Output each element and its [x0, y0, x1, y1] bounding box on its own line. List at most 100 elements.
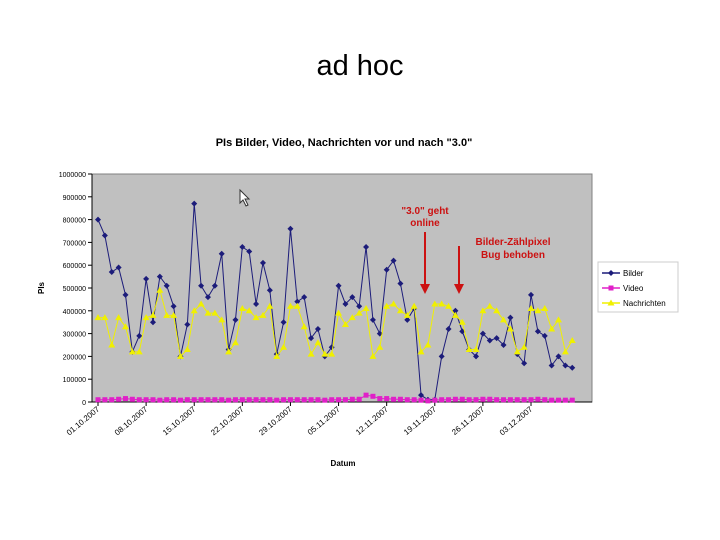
- data-point-video: [432, 397, 438, 403]
- data-point-nachrichten: [561, 348, 569, 355]
- data-point-video: [198, 397, 204, 403]
- plot-area: [91, 173, 593, 403]
- data-point-nachrichten: [183, 346, 191, 353]
- annotation-arrowhead-1: [420, 284, 430, 294]
- data-point-video: [356, 396, 362, 402]
- annotation-bug-fixed-line1: Bilder-Zählpixel: [475, 237, 550, 248]
- data-point-nachrichten: [506, 325, 514, 332]
- data-point-video: [521, 397, 527, 403]
- data-point-nachrichten: [314, 339, 322, 346]
- data-point-video: [219, 397, 225, 403]
- data-point-nachrichten: [445, 302, 453, 309]
- data-point-nachrichten: [376, 343, 384, 350]
- data-point-nachrichten: [142, 314, 150, 321]
- data-point-nachrichten: [231, 339, 239, 346]
- data-point-bilder: [232, 316, 239, 323]
- data-point-bilder: [349, 294, 356, 301]
- y-tick-label: 200000: [63, 354, 86, 361]
- data-point-nachrichten: [225, 348, 233, 355]
- x-tick-label: 08.10.2007: [113, 404, 150, 437]
- data-point-bilder: [369, 316, 376, 323]
- data-point-video: [446, 397, 452, 403]
- data-point-nachrichten: [438, 300, 446, 307]
- data-point-bilder: [479, 330, 486, 337]
- data-point-nachrichten: [259, 311, 267, 318]
- data-point-bilder: [101, 232, 108, 239]
- data-point-video: [418, 397, 424, 403]
- y-axis: 0 100000 200000 300000 400000 500000 600000 700…: [59, 172, 93, 407]
- data-point-nachrichten: [190, 307, 198, 314]
- data-point-video: [294, 397, 300, 403]
- y-tick-label: 400000: [63, 309, 86, 316]
- legend-label-bilder: Bilder: [623, 269, 644, 278]
- data-point-video: [397, 396, 403, 402]
- data-point-video: [535, 396, 541, 402]
- data-point-bilder: [445, 326, 452, 333]
- x-tick-label: 03.12.2007: [498, 404, 535, 437]
- data-point-bilder: [493, 335, 500, 342]
- data-point-video: [260, 397, 266, 403]
- y-tick-label: 600000: [63, 263, 86, 270]
- data-point-bilder: [534, 328, 541, 335]
- data-point-nachrichten: [307, 350, 315, 357]
- data-point-nachrichten: [238, 305, 246, 312]
- data-point-video: [370, 393, 376, 399]
- data-point-video: [439, 397, 445, 403]
- data-point-nachrichten: [369, 352, 377, 359]
- data-point-nachrichten: [286, 302, 294, 309]
- data-point-nachrichten: [534, 307, 542, 314]
- data-point-nachrichten: [341, 320, 349, 327]
- data-point-bilder: [555, 353, 562, 360]
- data-point-bilder: [115, 264, 122, 271]
- data-point-video: [212, 397, 218, 403]
- data-point-video: [239, 397, 245, 403]
- data-point-video: [136, 397, 142, 403]
- y-tick-label: 700000: [63, 240, 86, 247]
- data-point-video: [487, 396, 493, 402]
- data-point-bilder: [287, 225, 294, 232]
- data-point-bilder: [198, 282, 205, 289]
- data-point-video: [404, 397, 410, 403]
- data-point-video: [459, 396, 465, 402]
- data-point-video: [191, 397, 197, 403]
- data-point-bilder: [143, 275, 150, 282]
- data-point-video: [205, 397, 211, 403]
- data-point-video: [184, 397, 190, 403]
- data-point-nachrichten: [548, 325, 556, 332]
- data-point-bilder: [246, 248, 253, 255]
- annotation-3-0-online-line1: "3.0" geht: [401, 206, 449, 217]
- data-point-video: [246, 397, 252, 403]
- data-point-nachrichten: [417, 348, 425, 355]
- data-point-bilder: [184, 321, 191, 328]
- data-point-bilder: [418, 392, 425, 399]
- data-point-nachrichten: [115, 314, 123, 321]
- data-point-nachrichten: [149, 311, 157, 318]
- data-point-nachrichten: [527, 305, 535, 312]
- data-point-nachrichten: [465, 346, 473, 353]
- series-nachrichten: [94, 286, 576, 359]
- data-point-video: [177, 397, 183, 403]
- data-point-nachrichten: [300, 323, 308, 330]
- data-point-nachrichten: [211, 309, 219, 316]
- data-point-video: [253, 397, 259, 403]
- data-point-bilder: [280, 319, 287, 326]
- data-point-bilder: [191, 200, 198, 207]
- data-point-nachrichten: [396, 307, 404, 314]
- data-point-nachrichten: [348, 314, 356, 321]
- data-point-nachrichten: [479, 307, 487, 314]
- data-point-bilder: [211, 282, 218, 289]
- data-point-bilder: [294, 298, 301, 305]
- data-point-video: [363, 392, 369, 398]
- y-tick-label: 800000: [63, 218, 86, 225]
- series-line-bilder: [97, 203, 573, 401]
- data-point-nachrichten: [128, 348, 136, 355]
- x-tick-label: 19.11.2007: [402, 404, 438, 437]
- data-point-video: [452, 396, 458, 402]
- data-point-bilder: [163, 282, 170, 289]
- y-tick-label: 0: [82, 400, 86, 407]
- data-point-video: [411, 397, 417, 403]
- data-point-nachrichten: [218, 316, 226, 323]
- data-point-bilder: [376, 330, 383, 337]
- data-point-nachrichten: [204, 309, 212, 316]
